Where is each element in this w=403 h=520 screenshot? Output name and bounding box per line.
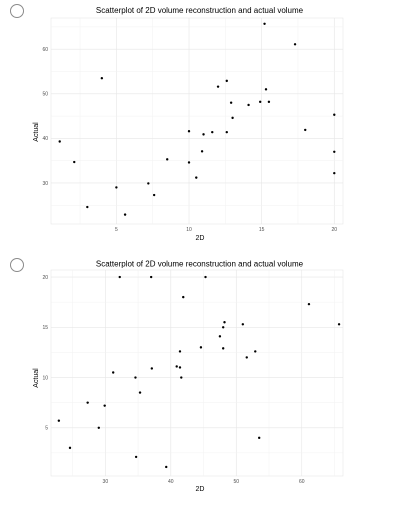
scatterplot-option-1: 5 10 15 20 30 40 50 60 Scatterplot of 2D volume…	[33, 6, 344, 242]
scatter-point	[333, 150, 336, 153]
y-axis-label: Actual	[33, 368, 40, 388]
scatter-point	[73, 160, 76, 164]
scatter-point	[231, 116, 234, 120]
scatter-point	[166, 158, 169, 161]
y-tick-label: 50	[42, 92, 48, 98]
scatter-point	[178, 350, 182, 353]
plot-panel	[50, 269, 344, 477]
scatter-point	[216, 85, 220, 88]
scatter-point	[245, 356, 248, 359]
y-tick-label: 10	[42, 375, 48, 381]
y-tick-label: 40	[42, 136, 48, 142]
x-tick-label: 60	[299, 479, 305, 485]
scatter-point	[187, 161, 191, 164]
x-tick-label: 10	[186, 227, 192, 233]
scatter-point	[165, 465, 168, 469]
scatter-point	[150, 367, 154, 370]
plot-area: 5 10 15 20 30 40 50 60	[42, 17, 344, 233]
x-tick-label: 20	[332, 227, 338, 233]
x-tick-label: 40	[168, 479, 174, 485]
scatter-point	[115, 186, 118, 189]
chart-title: Scatterplot of 2D volume reconstruction …	[96, 6, 304, 15]
scatter-point	[147, 182, 150, 185]
scatterplot-option-2: 30 40 50 60 5 10 15 20 Scatterplot of 2D volume…	[33, 260, 344, 493]
y-tick-label: 15	[42, 325, 48, 331]
x-tick-label: 50	[234, 479, 240, 485]
scatter-point	[118, 275, 121, 279]
x-tick-label: 5	[115, 227, 118, 233]
scatter-point	[149, 275, 153, 279]
scatter-point	[200, 150, 204, 153]
scatter-point	[257, 436, 261, 440]
scatter-point	[221, 347, 225, 350]
scatter-point	[123, 213, 127, 216]
scatter-point	[304, 128, 307, 132]
scatter-point	[187, 130, 191, 133]
scatter-point	[134, 376, 137, 379]
scatter-point	[241, 323, 245, 326]
scatter-point	[254, 350, 257, 353]
scatter-point	[97, 426, 100, 429]
scatter-point	[307, 302, 311, 306]
plot-panel	[50, 17, 344, 225]
scatter-point	[195, 176, 198, 179]
scatter-point	[204, 275, 207, 279]
scatter-point	[86, 401, 89, 404]
scatter-point	[225, 79, 228, 83]
scatter-point	[225, 130, 228, 134]
x-axis-label: 2D	[196, 235, 205, 242]
x-axis-label: 2D	[196, 486, 205, 493]
scatter-point	[103, 404, 106, 407]
answer-option-1[interactable]: 5 10 15 20 30 40 50 60 Scatterplot of 2D volume…	[0, 0, 403, 256]
scatter-point	[57, 419, 61, 422]
scatter-point	[178, 366, 182, 369]
scatter-point	[264, 88, 268, 91]
scatter-point	[182, 295, 185, 299]
plot-area: 30 40 50 60 5 10 15 20	[42, 269, 344, 485]
x-tick-label: 15	[259, 227, 265, 233]
scatter-point	[134, 455, 138, 459]
y-axis-label: Actual	[33, 122, 40, 142]
scatter-point	[211, 130, 214, 134]
scatter-point	[199, 346, 203, 349]
scatter-point	[175, 365, 178, 368]
y-tick-label: 60	[42, 47, 48, 53]
scatter-point	[337, 323, 341, 326]
scatter-point	[152, 193, 156, 197]
scatter-point	[333, 171, 336, 175]
scatter-point	[58, 140, 61, 143]
scatter-point	[68, 446, 72, 450]
scatter-point	[333, 113, 336, 116]
answer-option-2[interactable]: 30 40 50 60 5 10 15 20 Scatterplot of 2D volume…	[0, 256, 403, 520]
scatter-point	[229, 101, 233, 104]
scatter-point	[100, 76, 104, 80]
x-tick-label: 30	[103, 479, 109, 485]
scatter-point	[180, 376, 183, 379]
y-tick-label: 20	[42, 275, 48, 281]
scatter-point	[223, 321, 226, 324]
y-tick-label: 30	[42, 181, 48, 187]
scatter-point	[263, 22, 266, 25]
scatter-point	[86, 205, 89, 209]
scatter-point	[221, 326, 225, 329]
scatter-point	[267, 100, 271, 104]
scatter-point	[258, 100, 262, 104]
scatter-point	[218, 335, 222, 338]
chart-title: Scatterplot of 2D volume reconstruction …	[96, 260, 304, 269]
scatter-point	[247, 103, 250, 107]
scatter-point	[202, 133, 205, 136]
radio-button-option-1[interactable]	[10, 4, 24, 18]
y-tick-label: 5	[45, 426, 48, 432]
scatter-point	[293, 43, 297, 46]
scatter-point	[111, 371, 115, 374]
scatter-point	[138, 391, 142, 394]
radio-button-option-2[interactable]	[10, 258, 24, 272]
